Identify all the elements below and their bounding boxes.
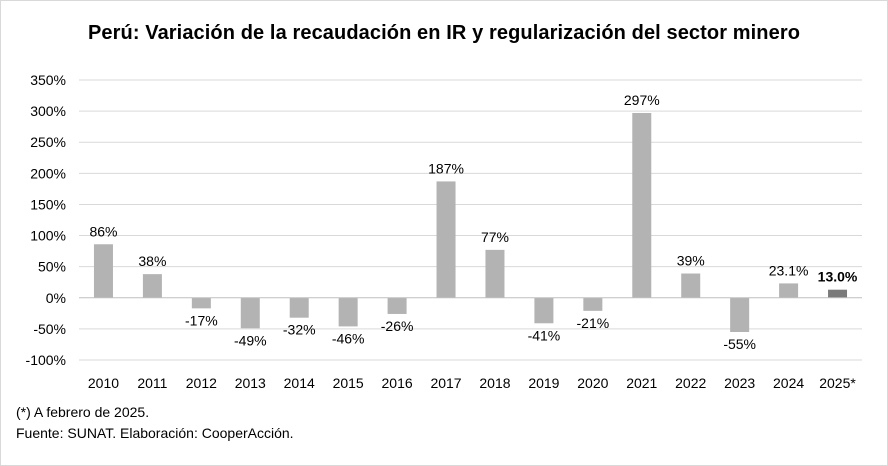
bar	[93, 244, 113, 298]
x-tick-label: 2020	[577, 375, 608, 391]
data-label: -21%	[577, 315, 610, 331]
bar	[730, 297, 750, 332]
data-label: 13.0%	[818, 269, 858, 285]
y-tick-label: 200%	[30, 165, 66, 181]
bar	[289, 297, 309, 318]
bar	[338, 297, 358, 327]
data-labels: 86% 38% -17% -49% -32% -46% -26% 187% 77% -41% -21…	[89, 92, 857, 352]
data-label: 23.1%	[769, 262, 809, 278]
data-label: -46%	[332, 330, 365, 346]
bar	[779, 283, 799, 298]
y-tick-label: 250%	[30, 134, 66, 150]
y-tick-label: -100%	[26, 352, 66, 368]
data-label: -17%	[185, 312, 218, 328]
bar	[436, 181, 456, 298]
bar	[485, 249, 505, 298]
bar	[191, 297, 211, 309]
bar	[632, 112, 652, 298]
x-tick-label: 2012	[186, 375, 217, 391]
footnote-date: (*) A febrero de 2025.	[16, 404, 150, 420]
x-tick-label: 2019	[528, 375, 559, 391]
y-tick-label: 50%	[38, 259, 66, 275]
x-tick-label: 2024	[773, 375, 804, 391]
gridlines	[79, 79, 862, 361]
y-tick-label: 100%	[30, 228, 66, 244]
data-label: -32%	[283, 322, 316, 338]
data-label: -26%	[381, 318, 414, 334]
data-label: 77%	[481, 229, 509, 245]
y-tick-label: 300%	[30, 103, 66, 119]
bar	[534, 297, 554, 324]
chart-title: Perú: Variación de la recaudación en IR …	[87, 22, 801, 44]
data-label: 187%	[428, 160, 464, 176]
x-tick-label: 2014	[284, 375, 315, 391]
x-tick-label: 2021	[626, 375, 657, 391]
y-tick-label: 350%	[30, 72, 66, 88]
y-axis-tick-labels: -100% -50% 0% 50% 100% 150% 200% 250% 300% 350%	[26, 72, 66, 368]
y-tick-label: 0%	[46, 290, 66, 306]
bar	[681, 273, 701, 298]
data-label: -49%	[234, 332, 267, 348]
x-axis-tick-labels: 2010 2011 2012 2013 2014 2015 2016 2017 2018 2019…	[88, 375, 856, 391]
x-tick-label: 2010	[88, 375, 119, 391]
x-tick-label: 2015	[333, 375, 364, 391]
x-tick-label: 2017	[430, 375, 461, 391]
data-label: -55%	[723, 336, 756, 352]
data-label: 38%	[138, 253, 166, 269]
data-label: 297%	[624, 92, 660, 108]
x-tick-label: 2022	[675, 375, 706, 391]
bar	[240, 297, 260, 329]
x-tick-label: 2016	[382, 375, 413, 391]
x-tick-label: 2011	[137, 375, 167, 391]
x-tick-label: 2013	[235, 375, 266, 391]
data-label: 39%	[677, 253, 705, 269]
x-tick-label: 2025*	[819, 375, 856, 391]
bars	[93, 112, 848, 332]
x-tick-label: 2018	[479, 375, 510, 391]
footnote-source: Fuente: SUNAT. Elaboración: CooperAcción…	[16, 425, 294, 441]
bar	[828, 289, 848, 298]
data-label: 86%	[89, 223, 117, 239]
data-label: -41%	[528, 327, 561, 343]
bar	[583, 297, 603, 311]
y-tick-label: -50%	[33, 321, 66, 337]
bar	[387, 297, 407, 314]
y-tick-label: 150%	[30, 196, 66, 212]
x-tick-label: 2023	[724, 375, 755, 391]
bar	[142, 274, 162, 298]
